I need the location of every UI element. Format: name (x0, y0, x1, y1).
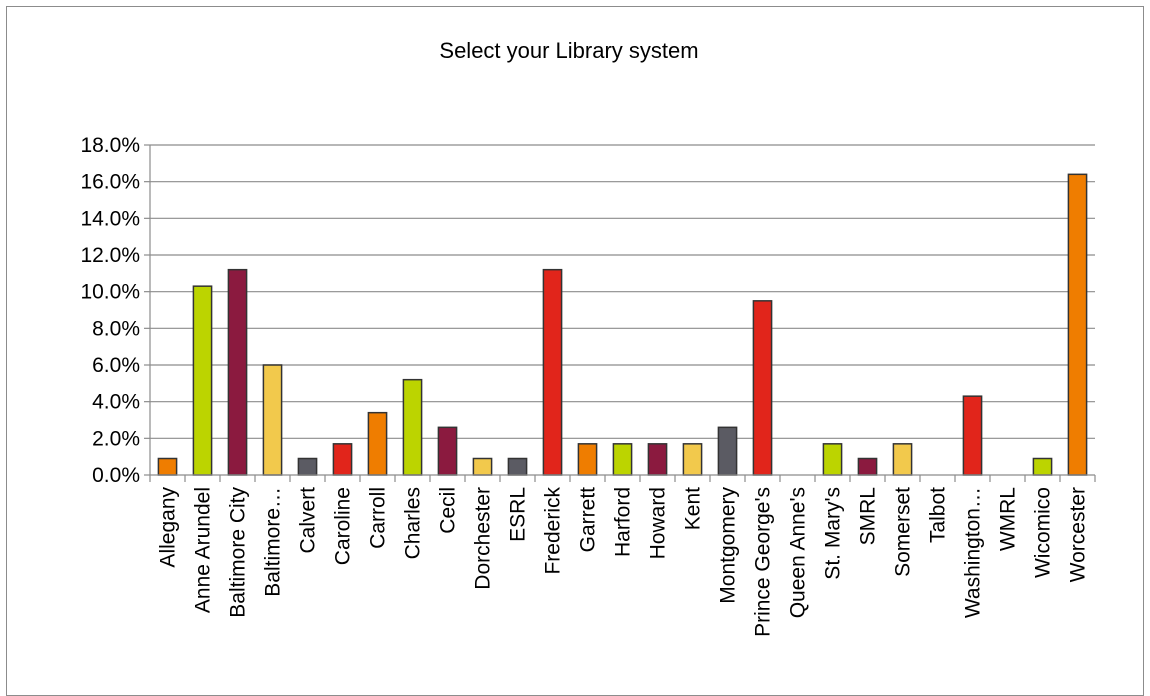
x-tick-label: Somerset (892, 487, 915, 577)
x-tick-label: ESRL (507, 487, 530, 542)
x-tick-label: Frederick (542, 487, 565, 575)
bar (892, 443, 913, 476)
y-tick-label: 10.0% (80, 281, 140, 304)
x-tick-label: Dorchester (472, 487, 495, 590)
x-tick-label: SMRL (857, 487, 880, 545)
x-tick-label: WMRL (997, 487, 1020, 551)
gridlines (150, 144, 1095, 439)
bar (437, 426, 458, 476)
bar (962, 395, 983, 476)
y-tick-label: 0.0% (92, 464, 140, 487)
bar (262, 364, 283, 476)
y-tick-label: 14.0% (80, 207, 140, 230)
bar (752, 300, 773, 476)
bar (332, 443, 353, 476)
bar (647, 443, 668, 476)
bar (612, 443, 633, 476)
bar (402, 378, 423, 476)
x-tick-labels: Allegany Anne Arundel Baltimore City Baltim… (157, 487, 1090, 637)
x-tick-label: Washington… (962, 487, 985, 618)
y-tick-label: 16.0% (80, 171, 140, 194)
bar (822, 443, 843, 476)
x-tick-label: Cecil (437, 487, 460, 534)
x-tick-label: Talbot (927, 487, 950, 543)
bar (227, 268, 248, 476)
x-tick-label: Allegany (157, 487, 180, 568)
x-tick-label: Prince George's (752, 487, 775, 637)
bar (507, 457, 528, 476)
bar (367, 411, 388, 476)
y-tick-label: 18.0% (80, 134, 140, 157)
bar (542, 268, 563, 476)
y-tick-label: 8.0% (92, 317, 140, 340)
bar (192, 285, 213, 476)
x-tick-label: Worcester (1067, 487, 1090, 582)
bar (1067, 173, 1088, 476)
x-tick-label: Carroll (367, 487, 390, 549)
axes (144, 144, 1096, 482)
x-tick-label: St. Mary's (822, 487, 845, 580)
x-tick-label: Wicomico (1032, 487, 1055, 578)
x-tick-label: Charles (402, 487, 425, 559)
bar (717, 426, 738, 476)
bars (157, 173, 1088, 476)
bar (297, 457, 318, 476)
x-tick-label: Kent (682, 487, 705, 530)
y-tick-labels: 0.0% 2.0% 4.0% 6.0% 8.0% 10.0% 12.0% 14.0% 16.0%… (80, 134, 140, 487)
x-tick-label: Garrett (577, 487, 600, 553)
x-tick-label: Montgomery (717, 487, 740, 604)
x-tick-label: Anne Arundel (192, 487, 215, 613)
x-tick-label: Baltimore… (262, 487, 285, 597)
y-tick-label: 12.0% (80, 244, 140, 267)
bar (472, 457, 493, 476)
y-tick-label: 6.0% (92, 354, 140, 377)
bar (157, 457, 178, 476)
x-tick-label: Queen Anne's (787, 487, 810, 618)
bar (577, 443, 598, 476)
bar (682, 443, 703, 476)
y-tick-label: 4.0% (92, 391, 140, 414)
chart-title: Select your Library system (439, 38, 699, 63)
bar (857, 457, 878, 476)
x-tick-label: Howard (647, 487, 670, 559)
bar (1032, 457, 1053, 476)
x-tick-label: Harford (612, 487, 635, 557)
x-tick-label: Calvert (297, 487, 320, 554)
x-tick-label: Baltimore City (227, 487, 250, 618)
y-tick-label: 2.0% (92, 427, 140, 450)
x-tick-label: Caroline (332, 487, 355, 565)
